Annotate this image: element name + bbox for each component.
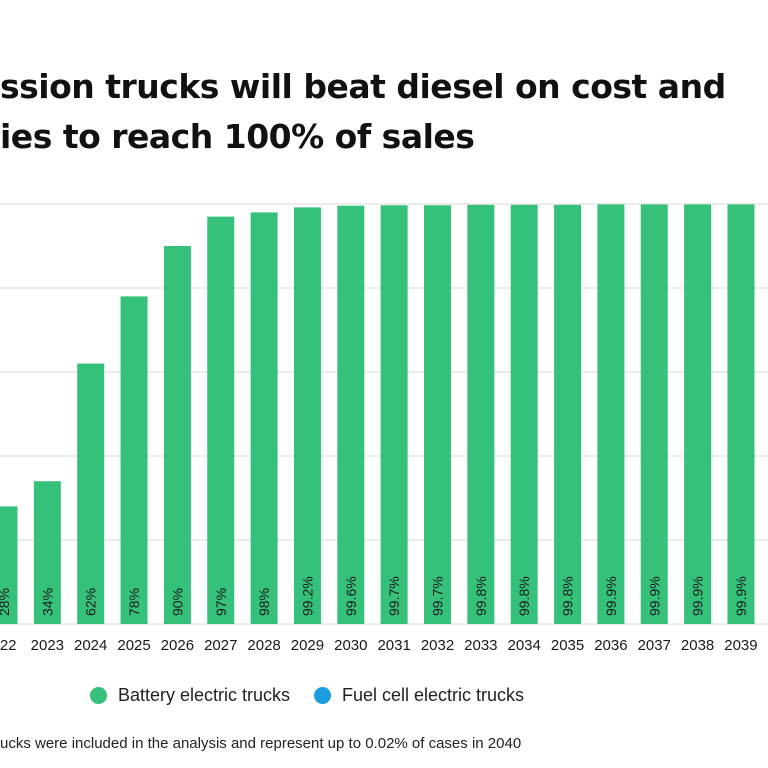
bar xyxy=(554,204,582,624)
bar xyxy=(0,506,18,624)
x-tick-label: 2030 xyxy=(334,637,367,654)
bar-value-label: 99.9% xyxy=(733,576,749,616)
bar-value-label: 99.9% xyxy=(603,576,619,616)
bar xyxy=(640,204,668,625)
bar-value-label: 90% xyxy=(169,588,185,616)
x-tick-label: 2029 xyxy=(291,637,324,654)
bar xyxy=(207,216,235,624)
bar xyxy=(380,205,408,624)
x-tick-label: 2026 xyxy=(161,637,194,654)
chart-title: ssion trucks will beat diesel on cost an… xyxy=(0,62,768,162)
bar xyxy=(424,205,451,624)
bars xyxy=(0,204,755,625)
bar xyxy=(250,212,278,624)
bar xyxy=(163,246,191,624)
x-tick-label: 2031 xyxy=(377,637,410,654)
data-labels: 28% 34% 62% 78% 90% 97% 98% 99.2% 99.6% 99.7% 99.7… xyxy=(0,576,749,616)
x-tick-labels: 022 2023 2024 2025 2026 2027 2028 2029 2030 2031 2… xyxy=(0,637,758,654)
x-tick-label: 2035 xyxy=(551,637,584,654)
bar-value-label: 34% xyxy=(39,588,55,616)
legend-label-battery: Battery electric trucks xyxy=(118,684,291,705)
bar-value-label: 99.7% xyxy=(430,576,446,616)
legend-label-fuel-cell: Fuel cell electric trucks xyxy=(342,684,525,705)
x-tick-label: 2039 xyxy=(724,637,757,654)
bar xyxy=(727,204,755,625)
x-tick-label: 2025 xyxy=(117,637,150,654)
bar-value-label: 99.8% xyxy=(560,576,576,616)
bar-value-label: 78% xyxy=(126,588,142,616)
bar xyxy=(293,207,321,625)
bar-value-label: 98% xyxy=(256,588,272,616)
bar xyxy=(597,204,625,625)
bar xyxy=(684,204,712,625)
x-tick-label: 2037 xyxy=(638,637,671,654)
bar-value-label: 62% xyxy=(83,588,99,616)
bar-value-label: 97% xyxy=(213,588,229,616)
x-tick-label: 2023 xyxy=(31,637,64,654)
bar xyxy=(337,205,365,624)
bar-value-label: 99.9% xyxy=(690,576,706,616)
bar-value-label: 99.8% xyxy=(473,576,489,616)
bar xyxy=(33,481,61,624)
x-tick-label: 2027 xyxy=(204,637,237,654)
x-tick-label: 2033 xyxy=(464,637,497,654)
x-tick-label: 2032 xyxy=(421,637,454,654)
bar-value-label: 99.9% xyxy=(646,576,662,616)
bar-value-label: 99.2% xyxy=(299,576,315,616)
bar-value-label: 99.8% xyxy=(516,576,532,616)
bar xyxy=(467,204,495,624)
legend-swatch-battery xyxy=(90,686,107,704)
bar-value-label: 99.6% xyxy=(343,576,359,616)
x-tick-label: 2036 xyxy=(594,637,627,654)
chart-title-line-1: ssion trucks will beat diesel on cost an… xyxy=(0,67,726,106)
x-tick-label: 2024 xyxy=(74,637,107,654)
bar-value-label: 28% xyxy=(0,588,12,616)
bar xyxy=(77,363,105,624)
chart-title-line-2: ies to reach 100% of sales xyxy=(0,117,475,156)
legend-swatch-fuel-cell xyxy=(314,686,331,704)
bar xyxy=(120,296,148,624)
x-tick-label: 2028 xyxy=(247,637,280,654)
bar xyxy=(510,204,538,624)
bar-value-label: 99.7% xyxy=(386,576,402,616)
x-tick-label: 2038 xyxy=(681,637,714,654)
footnote: ucks were included in the analysis and r… xyxy=(0,735,522,752)
legend-item-battery: Battery electric trucks xyxy=(90,683,290,707)
x-tick-label: 022 xyxy=(0,637,17,654)
x-tick-label: 2034 xyxy=(508,637,541,654)
legend-item-fuel-cell: Fuel cell electric trucks xyxy=(314,683,524,707)
